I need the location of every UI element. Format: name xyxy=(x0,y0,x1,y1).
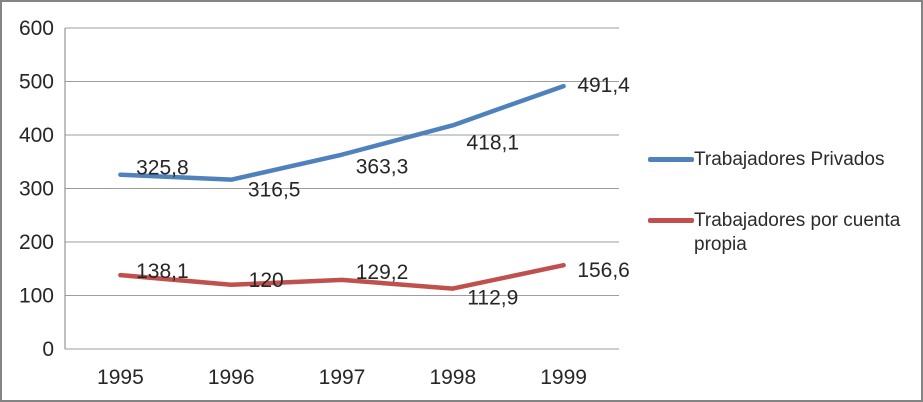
data-label-418,1: 418,1 xyxy=(467,131,520,154)
legend-line-swatch-blue xyxy=(648,157,694,162)
x-tick-label-1999: 1999 xyxy=(540,366,587,389)
data-label-316,5: 316,5 xyxy=(248,179,301,202)
y-tick-label-100: 100 xyxy=(19,285,54,308)
series-line-trabajadores-por-cuenta-propia[interactable] xyxy=(118,262,566,291)
data-label-138,1: 138,1 xyxy=(136,260,189,283)
legend-item-trabajadores-privados[interactable]: Trabajadores Privados xyxy=(648,148,884,172)
legend-line-swatch-red xyxy=(648,218,694,223)
y-tick-label-600: 600 xyxy=(19,17,54,40)
data-label-129,2: 129,2 xyxy=(356,261,409,284)
y-tick-label-300: 300 xyxy=(19,178,54,201)
y-tick-label-0: 0 xyxy=(42,338,54,361)
series-line-trabajadores-privados[interactable] xyxy=(118,83,566,182)
data-label-363,3: 363,3 xyxy=(356,156,409,179)
data-label-120: 120 xyxy=(249,269,284,292)
x-tick-label-1998: 1998 xyxy=(429,366,476,389)
legend-label-trabajadores-por-cuenta-propia: Trabajadores por cuenta propia xyxy=(694,210,901,255)
legend-label-trabajadores-privados: Trabajadores Privados xyxy=(694,149,885,170)
y-tick-label-400: 400 xyxy=(19,124,54,147)
y-tick-label-500: 500 xyxy=(19,71,54,94)
data-label-491,4: 491,4 xyxy=(577,74,630,97)
data-label-325,8: 325,8 xyxy=(136,157,189,180)
x-tick-label-1995: 1995 xyxy=(97,366,144,389)
x-tick-label-1997: 1997 xyxy=(319,366,366,389)
y-tick-label-200: 200 xyxy=(19,231,54,254)
data-label-112,9: 112,9 xyxy=(467,287,518,310)
data-label-156,6: 156,6 xyxy=(577,259,630,282)
legend-item-trabajadores-por-cuenta-propia[interactable]: Trabajadores por cuenta propia xyxy=(648,209,920,257)
x-tick-label-1996: 1996 xyxy=(208,366,255,389)
